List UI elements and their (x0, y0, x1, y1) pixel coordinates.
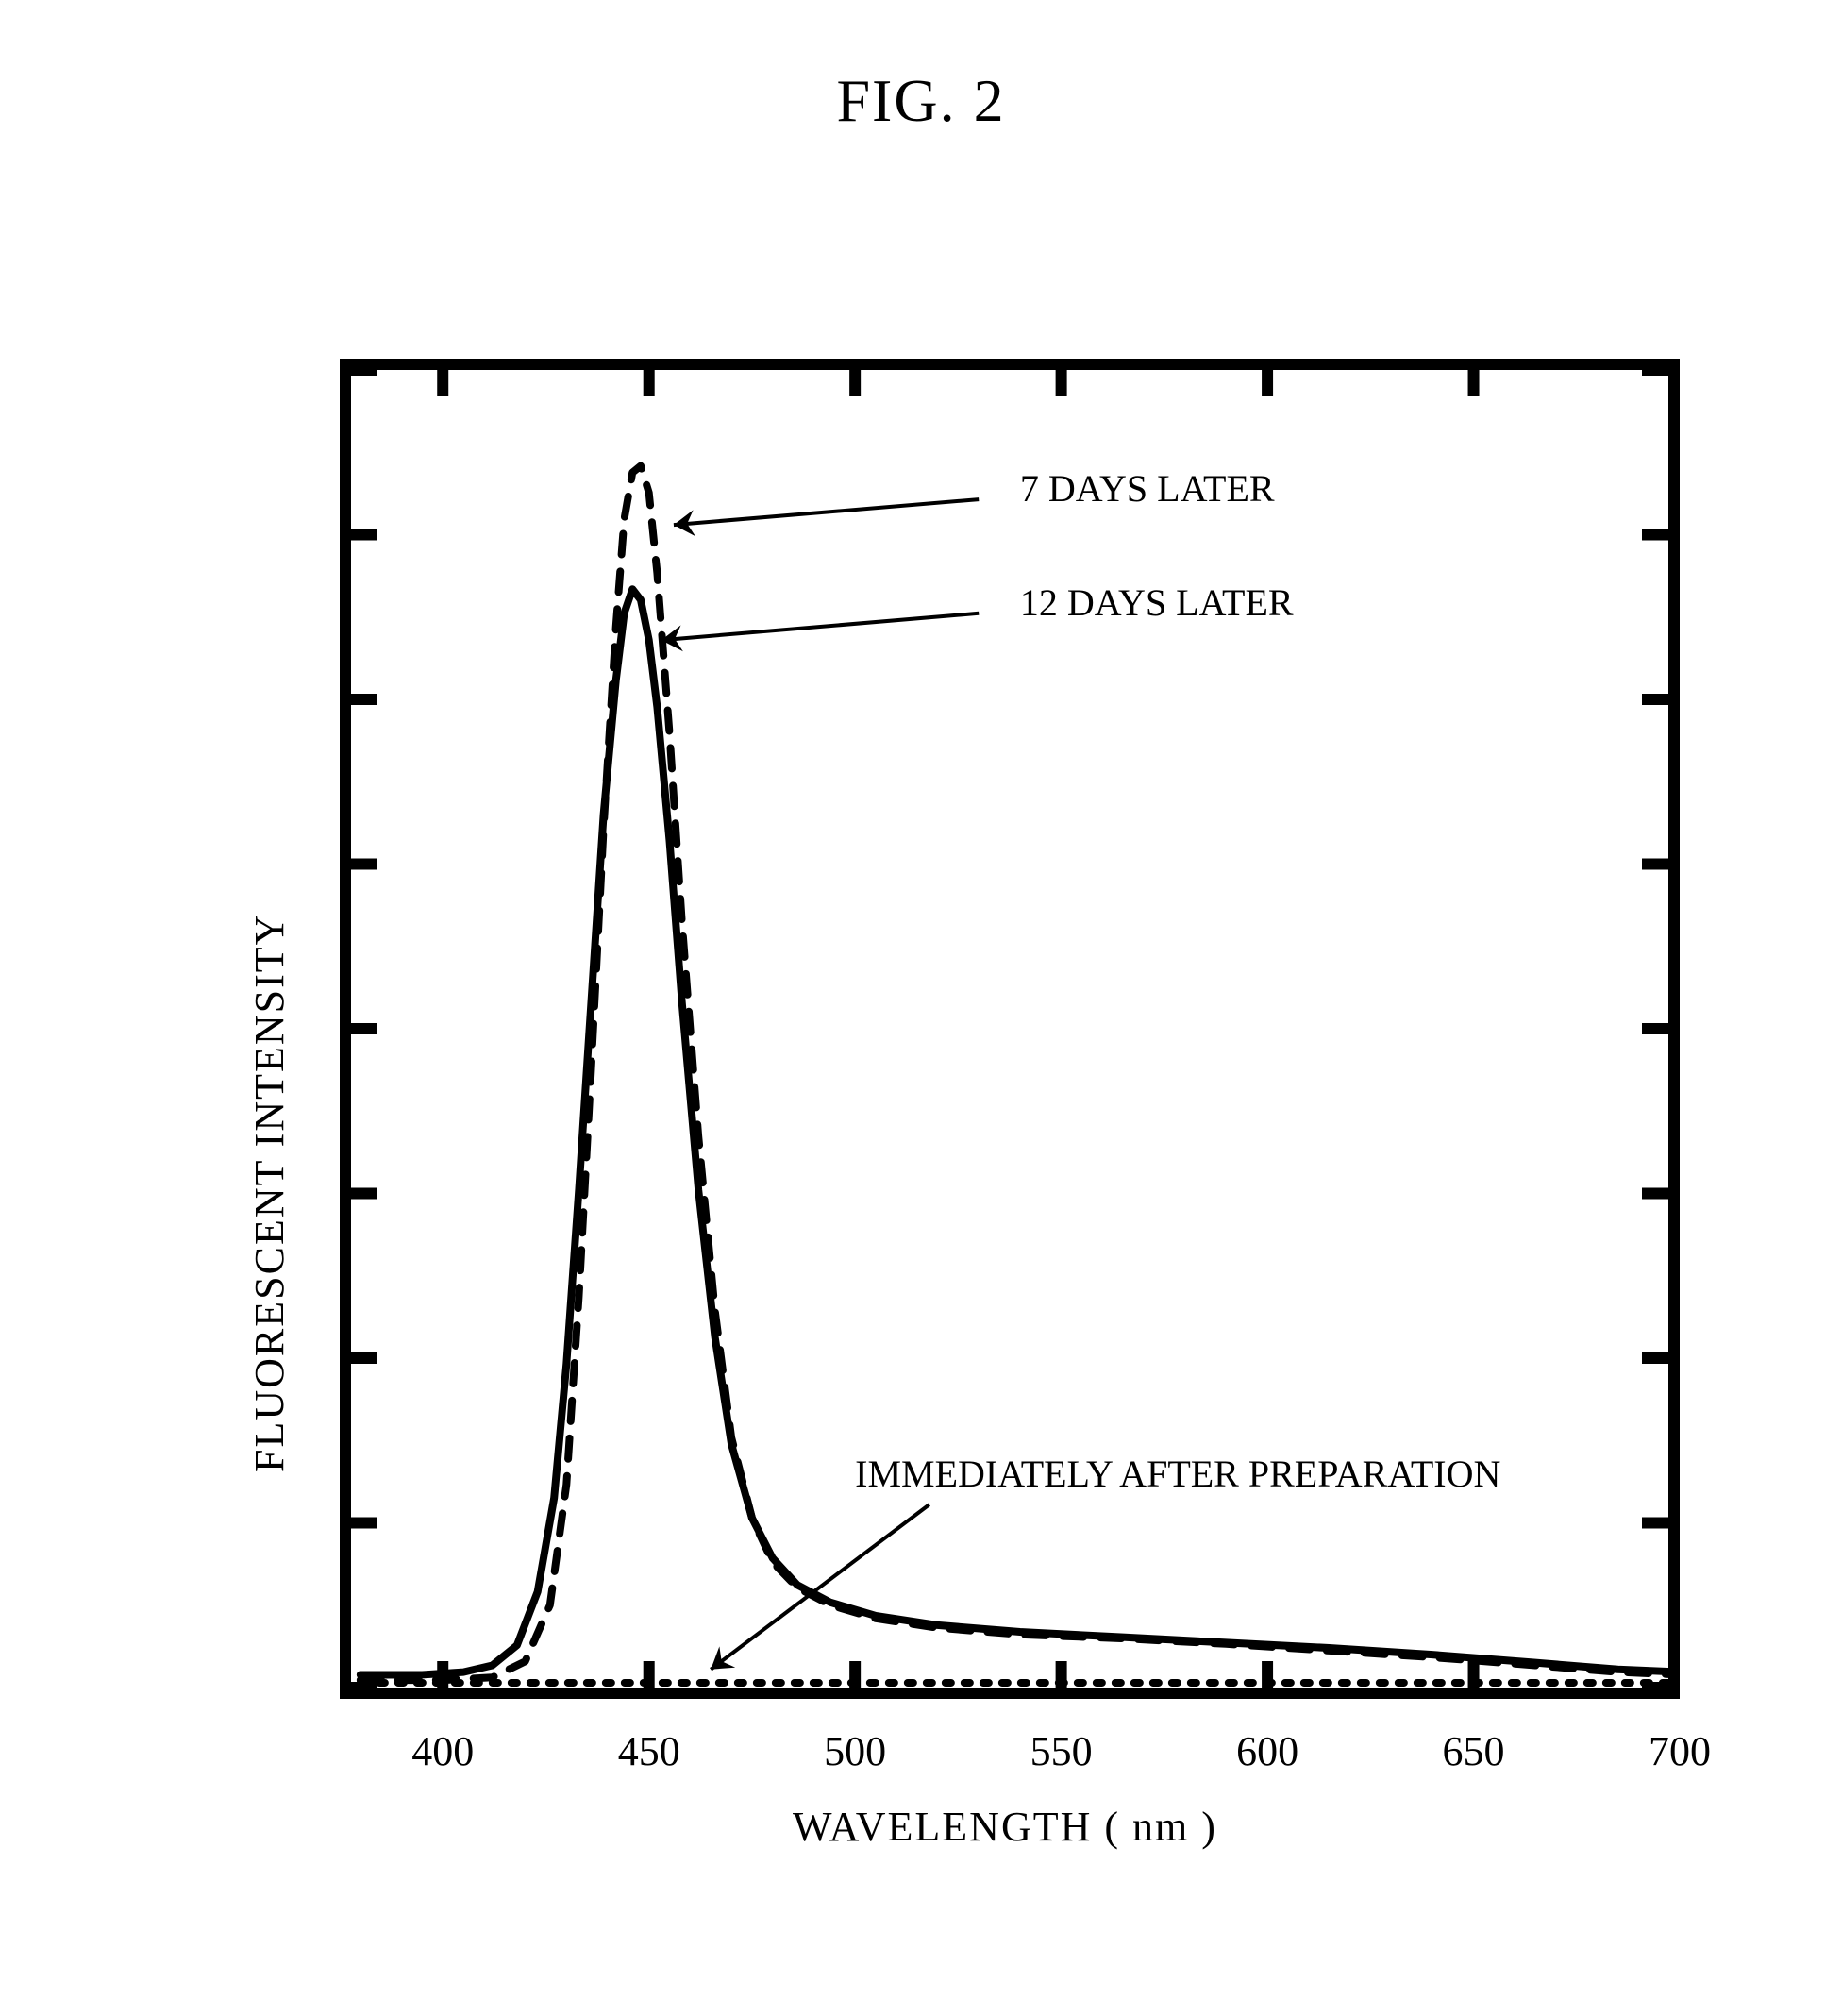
annotation-7-days-label: 7 DAYS LATER (1020, 467, 1275, 510)
annotation-immediate-arrow (711, 1504, 929, 1670)
x-tick-label: 450 (618, 1727, 680, 1775)
x-tick-label: 700 (1649, 1727, 1711, 1775)
figure-title: FIG. 2 (0, 66, 1842, 136)
y-axis-label: FLUORESCENT INTENSITY (245, 914, 293, 1472)
series-12-days (360, 589, 1680, 1674)
series-7-days (360, 466, 1680, 1681)
page: FIG. 2 FLUORESCENT INTENSITY WAVELENGTH … (0, 0, 1842, 2016)
x-tick-label: 600 (1236, 1727, 1298, 1775)
x-tick-label: 650 (1443, 1727, 1505, 1775)
annotation-7-days-arrow (674, 499, 979, 525)
annotation-immediate-label: IMMEDIATELY AFTER PREPARATION (855, 1453, 1500, 1495)
x-tick-label: 500 (824, 1727, 886, 1775)
x-tick-label: 550 (1030, 1727, 1093, 1775)
annotation-12-days-label: 12 DAYS LATER (1020, 581, 1294, 624)
x-axis-label: WAVELENGTH ( nm ) (793, 1803, 1217, 1851)
annotation-12-days-arrow (661, 613, 979, 640)
spectra-chart: 7 DAYS LATER 12 DAYS LATER IMMEDIATELY AFT… (340, 359, 1680, 1699)
x-tick-label: 400 (411, 1727, 474, 1775)
